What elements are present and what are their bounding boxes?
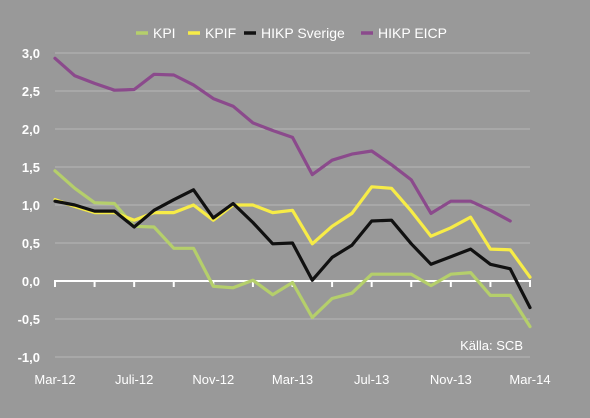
legend-label-kpif: KPIF <box>205 25 236 41</box>
y-tick-label: 2,0 <box>22 122 40 137</box>
y-tick-label: 2,5 <box>22 84 40 99</box>
y-tick-label: -1,0 <box>18 350 40 365</box>
x-tick-label: Jul-13 <box>354 372 389 387</box>
legend-label-hikp-sverige: HIKP Sverige <box>261 25 345 41</box>
legend-label-hikp-eicp: HIKP EICP <box>378 25 447 41</box>
y-tick-label: 0,0 <box>22 274 40 289</box>
series-line-hikp-sverige <box>53 188 532 310</box>
x-tick-label: Juli-12 <box>115 372 153 387</box>
y-tick-label: 1,0 <box>22 198 40 213</box>
source-label: Källa: SCB <box>460 338 523 353</box>
y-tick-label: 0,5 <box>22 236 40 251</box>
y-tick-label: 3,0 <box>22 46 40 61</box>
x-tick-label: Nov-13 <box>430 372 472 387</box>
legend-label-kpi: KPI <box>153 25 176 41</box>
x-tick-label: Mar-12 <box>34 372 75 387</box>
y-tick-label: 1,5 <box>22 160 40 175</box>
x-tick-label: Mar-13 <box>272 372 313 387</box>
x-tick-label: Mar-14 <box>509 372 550 387</box>
series-line-kpif <box>53 185 532 279</box>
y-tick-label: -0,5 <box>18 312 40 327</box>
x-tick-label: Nov-12 <box>192 372 234 387</box>
series-line-hikp-eicp <box>53 56 512 223</box>
